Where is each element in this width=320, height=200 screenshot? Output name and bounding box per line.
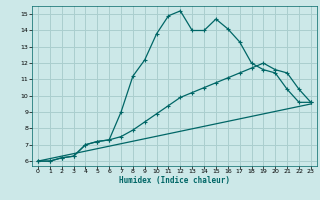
- X-axis label: Humidex (Indice chaleur): Humidex (Indice chaleur): [119, 176, 230, 185]
